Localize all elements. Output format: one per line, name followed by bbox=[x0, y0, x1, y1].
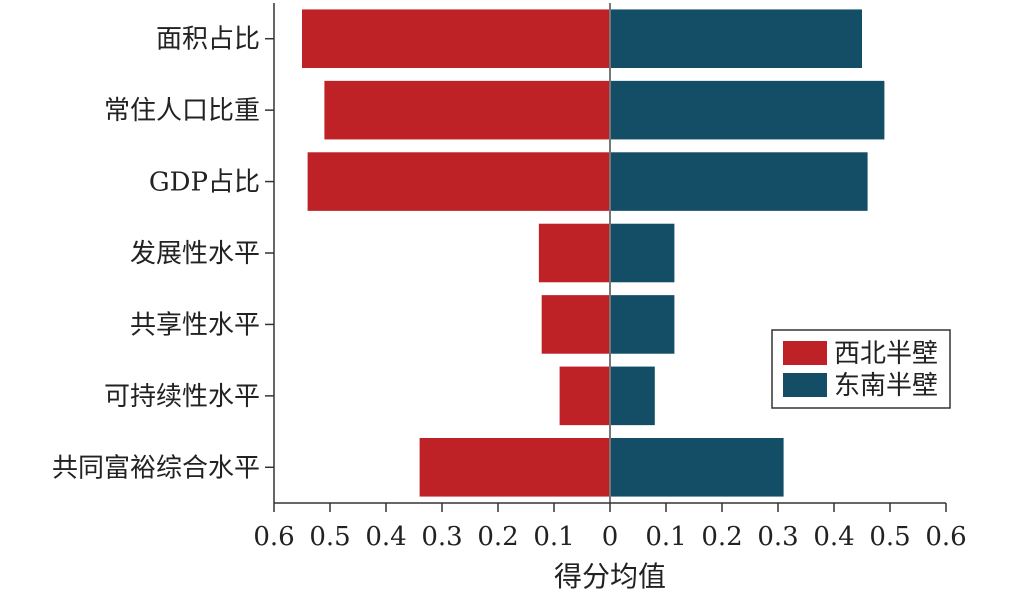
category-label-3: 发展性水平 bbox=[130, 239, 260, 269]
x-tick-label-1: 0.5 bbox=[309, 522, 350, 552]
x-tick-label-12: 0.6 bbox=[925, 522, 966, 552]
bar-northwest-5 bbox=[559, 366, 610, 426]
x-tick-label-11: 0.5 bbox=[869, 522, 910, 552]
legend-swatch-northwest bbox=[783, 341, 827, 365]
legend-label-southeast: 东南半壁 bbox=[834, 371, 938, 401]
bar-northwest-2 bbox=[307, 152, 610, 211]
x-tick-label-9: 0.3 bbox=[757, 522, 798, 552]
x-tick-label-4: 0.2 bbox=[477, 522, 518, 552]
x-tick-label-6: 0 bbox=[602, 522, 619, 552]
x-axis-title: 得分均值 bbox=[554, 560, 666, 593]
category-label-2: GDP占比 bbox=[149, 168, 260, 198]
bar-southeast-6 bbox=[610, 438, 784, 497]
bar-southeast-1 bbox=[610, 80, 885, 140]
category-label-0: 面积占比 bbox=[156, 25, 260, 55]
bar-northwest-6 bbox=[419, 438, 610, 497]
x-tick-label-3: 0.3 bbox=[421, 522, 462, 552]
category-label-4: 共享性水平 bbox=[130, 310, 260, 340]
bar-northwest-3 bbox=[538, 223, 610, 283]
category-label-6: 共同富裕综合水平 bbox=[52, 453, 260, 483]
x-tick-label-2: 0.4 bbox=[365, 522, 406, 552]
x-tick-label-5: 0.1 bbox=[533, 522, 574, 552]
bar-southeast-0 bbox=[610, 9, 862, 68]
category-label-5: 可持续性水平 bbox=[104, 382, 260, 412]
x-tick-label-10: 0.4 bbox=[813, 522, 854, 552]
bar-northwest-1 bbox=[324, 80, 610, 140]
category-label-1: 常住人口比重 bbox=[104, 96, 260, 126]
x-tick-label-7: 0.1 bbox=[645, 522, 686, 552]
bars-layer bbox=[302, 9, 885, 497]
legend: 西北半壁 东南半壁 bbox=[771, 329, 951, 409]
ticks-layer: 0.6 0.5 0.4 0.3 0.2 0.1 0 0.1 0.2 0.3 0.4 0.5 0.6 bbox=[253, 37, 967, 552]
x-tick-label-8: 0.2 bbox=[701, 522, 742, 552]
bar-southeast-3 bbox=[610, 223, 675, 283]
bar-southeast-2 bbox=[610, 152, 868, 211]
bar-northwest-4 bbox=[541, 295, 610, 354]
legend-swatch-southeast bbox=[783, 373, 827, 397]
x-tick-label-0: 0.6 bbox=[253, 522, 294, 552]
legend-label-northwest: 西北半壁 bbox=[834, 339, 938, 369]
bar-southeast-4 bbox=[610, 295, 675, 354]
bar-southeast-5 bbox=[610, 366, 655, 426]
bar-northwest-0 bbox=[302, 9, 610, 68]
